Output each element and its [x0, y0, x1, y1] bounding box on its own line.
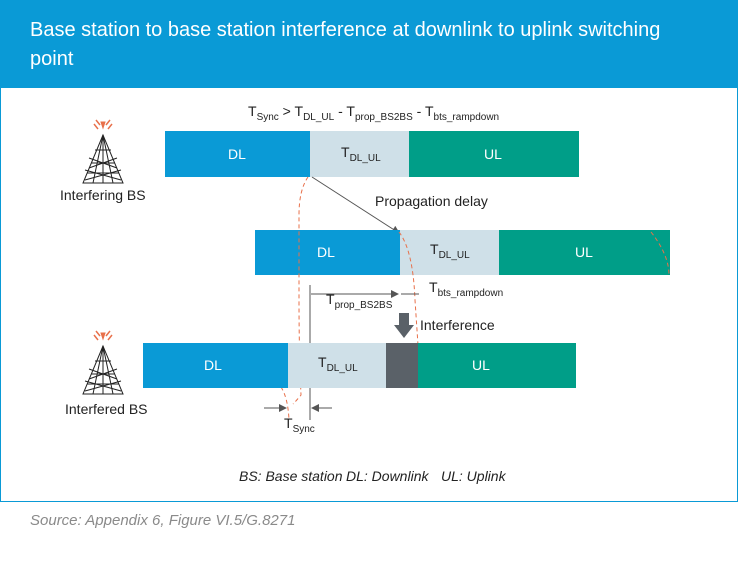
dashed-guide-lower [280, 386, 290, 421]
interfering-gap-label: TDL_UL [341, 144, 381, 164]
propagated-frame: DL TDL_UL UL [255, 230, 670, 275]
propagated-dl-label: DL [317, 244, 335, 260]
interfering-dl-segment [165, 131, 310, 177]
propagated-ul-label: UL [575, 244, 593, 260]
interfered-tower-icon [82, 330, 124, 395]
propagated-ul-segment [499, 230, 670, 275]
interfered-bs-frame: DL TDL_UL UL [143, 343, 576, 388]
interfering-ul-label: UL [484, 146, 502, 162]
interfered-gap-label: TDL_UL [318, 354, 358, 374]
diagram-panel: TSync > TDL_UL - Tprop_BS2BS - Tbts_ramp… [0, 88, 738, 502]
dashed-guide-tail [650, 231, 670, 276]
interfered-gap-segment [288, 343, 386, 388]
interference-arrow-icon [394, 313, 414, 338]
interfering-bs-frame: DL TDL_UL UL [165, 131, 579, 177]
interference-segment [386, 343, 418, 388]
interfered-ul-segment [418, 343, 576, 388]
interfering-tower-icon [82, 119, 124, 184]
header-banner: Base station to base station interferenc… [0, 0, 738, 88]
dashed-guide-right [398, 231, 419, 346]
legend-dl: DL: Downlink [346, 468, 429, 484]
propagated-gap-segment [400, 230, 499, 275]
source-caption: Source: Appendix 6, Figure VI.5/G.8271 [30, 512, 296, 529]
t-ramp-label: Tbts_rampdown [429, 279, 503, 299]
interfering-ul-segment [409, 131, 579, 177]
propagated-gap-label: TDL_UL [430, 241, 470, 261]
interfering-bs-label: Interfering BS [60, 187, 146, 203]
t-sync-label: TSync [284, 415, 315, 435]
page-title: Base station to base station interferenc… [30, 19, 661, 70]
interfered-ul-label: UL [472, 357, 490, 373]
interfered-dl-label: DL [204, 357, 222, 373]
interfering-dl-label: DL [228, 146, 246, 162]
legend-bs: BS: Base station [239, 468, 343, 484]
interfered-bs-label: Interfered BS [65, 401, 148, 417]
interfered-dl-segment [143, 343, 288, 388]
propagation-delay-label: Propagation delay [375, 193, 488, 209]
interference-diagram: TSync > TDL_UL - Tprop_BS2BS - Tbts_ramp… [60, 103, 670, 484]
interfering-gap-segment [310, 131, 409, 177]
interference-label: Interference [420, 317, 495, 333]
propagated-dl-segment [255, 230, 400, 275]
legend-ul: UL: Uplink [441, 468, 507, 484]
t-prop-label: Tprop_BS2BS [326, 291, 393, 311]
propagation-arrow [311, 176, 400, 234]
sync-condition-formula: TSync > TDL_UL - Tprop_BS2BS - Tbts_ramp… [248, 103, 499, 123]
